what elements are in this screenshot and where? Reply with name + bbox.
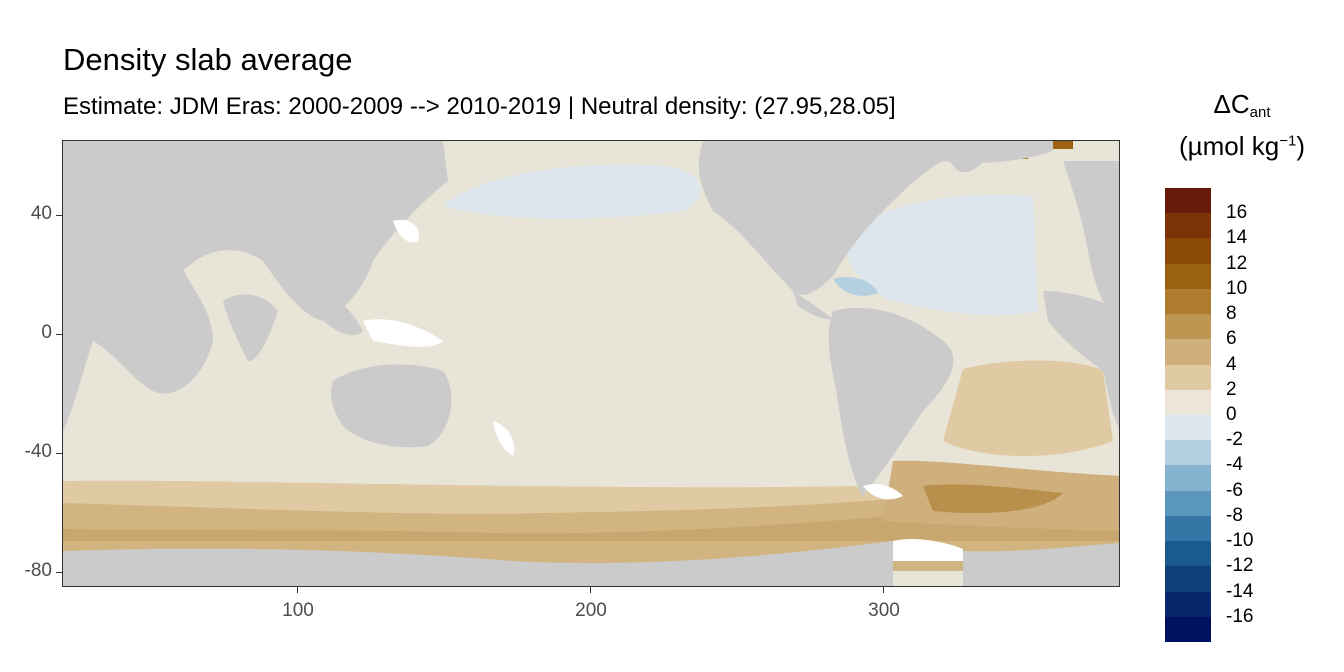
y-tick-mark [56, 334, 62, 335]
colorbar-tick-label: 4 [1226, 353, 1237, 375]
land-se-asia [313, 291, 363, 336]
colorbar-swatch [1165, 389, 1211, 415]
land-south-america [828, 307, 954, 496]
colorbar-tick-label: -2 [1226, 429, 1243, 451]
legend-title-main: ΔC [1213, 89, 1250, 119]
colorbar-swatch [1165, 288, 1211, 315]
no-data-nz [493, 421, 515, 456]
land-central-america [793, 291, 833, 320]
north-atlantic-blue [843, 194, 1038, 316]
y-tick-label: -80 [24, 560, 52, 581]
colorbar-swatch [1165, 238, 1211, 264]
colorbar-swatch [1165, 414, 1211, 441]
land-antarctica-east [963, 543, 1119, 586]
legend-title: ΔCant (µmol kg−1) [1162, 84, 1322, 167]
x-tick-label: 200 [575, 600, 607, 621]
plot-subtitle: Estimate: JDM Eras: 2000-2009 --> 2010-2… [63, 93, 896, 120]
land-india [223, 294, 278, 361]
y-tick-mark [56, 215, 62, 216]
colorbar-tick-label: 16 [1226, 202, 1248, 224]
colorbar-swatch [1165, 188, 1211, 214]
land-europe [1063, 161, 1119, 320]
land-africa [63, 265, 213, 431]
y-tick-mark [56, 453, 62, 454]
caribbean-blue [833, 276, 878, 296]
no-data-japan-coast [393, 219, 419, 243]
y-tick-mark [56, 572, 62, 573]
ocean-map [63, 141, 1119, 586]
legend-title-sub: ant [1249, 104, 1271, 121]
colorbar-swatch [1165, 440, 1211, 466]
colorbar-tick-label: -12 [1226, 555, 1254, 577]
colorbar-tick-label: 14 [1226, 227, 1248, 249]
colorbar-tick-label: -10 [1226, 530, 1254, 552]
colorbar-swatch [1165, 465, 1211, 491]
colorbar-tick-label: 12 [1226, 252, 1248, 274]
north-pacific-blue [443, 164, 701, 219]
south-atlantic-tan [943, 360, 1113, 456]
colorbar-swatch [1165, 263, 1211, 289]
arctic-brown-2 [1043, 141, 1073, 149]
colorbar-tick-label: -16 [1226, 605, 1254, 627]
colorbar-swatch [1165, 490, 1211, 516]
colorbar-swatch [1165, 364, 1211, 390]
colorbar-tick-label: 0 [1226, 404, 1237, 425]
no-data-weddell [893, 538, 963, 561]
south-atlantic-core [923, 484, 1063, 514]
no-data-patches [363, 219, 963, 561]
land-asia [63, 141, 448, 321]
colorbar-swatch [1165, 213, 1211, 239]
colorbar-swatch [1165, 515, 1211, 542]
land-antarctica [63, 541, 893, 586]
colorbar-swatch [1165, 566, 1211, 592]
x-tick-label: 100 [282, 600, 314, 621]
colorbar-tick-label: -6 [1226, 479, 1243, 501]
colorbar-tick-label: 2 [1226, 378, 1237, 400]
colorbar-tick-label: -4 [1226, 454, 1243, 476]
colorbar-tick-label: 6 [1226, 328, 1237, 350]
x-tick-mark [297, 587, 298, 593]
plot-title: Density slab average [63, 42, 353, 77]
y-tick-label: 0 [41, 322, 52, 343]
colorbar-swatch [1165, 314, 1211, 340]
colorbar-tick-label: 10 [1226, 277, 1248, 299]
colorbar-swatch [1165, 541, 1211, 567]
colorbar-tick-label: -14 [1226, 580, 1254, 602]
colorbar-swatch [1165, 591, 1211, 617]
colorbar-swatch [1165, 339, 1211, 365]
legend-title-line1: ΔCant [1162, 84, 1322, 126]
land-greenland [943, 141, 993, 172]
x-tick-label: 300 [868, 600, 900, 621]
no-data-indonesia [363, 319, 443, 347]
land [63, 141, 1119, 586]
land-australia [331, 364, 452, 448]
legend-unit-sup: −1 [1279, 131, 1297, 149]
legend-title-unit: (µmol kg−1) [1162, 126, 1322, 168]
colorbar-tick-label: -8 [1226, 504, 1243, 526]
legend-unit-prefix: (µmol kg [1179, 130, 1280, 161]
y-tick-label: -40 [24, 441, 52, 462]
colorbar [1165, 188, 1211, 642]
legend-unit-suffix: ) [1296, 130, 1305, 161]
x-tick-mark [883, 587, 884, 593]
land-west-africa-right [1043, 291, 1119, 428]
colorbar-tick-label: 8 [1226, 303, 1237, 325]
y-tick-label: 40 [30, 203, 52, 224]
no-data-patagonia [863, 484, 903, 500]
land-north-america [698, 141, 1053, 296]
x-tick-mark [590, 587, 591, 593]
southern-ocean-band-dark [63, 511, 1119, 541]
colorbar-swatch [1165, 616, 1211, 642]
map-panel [62, 140, 1120, 587]
